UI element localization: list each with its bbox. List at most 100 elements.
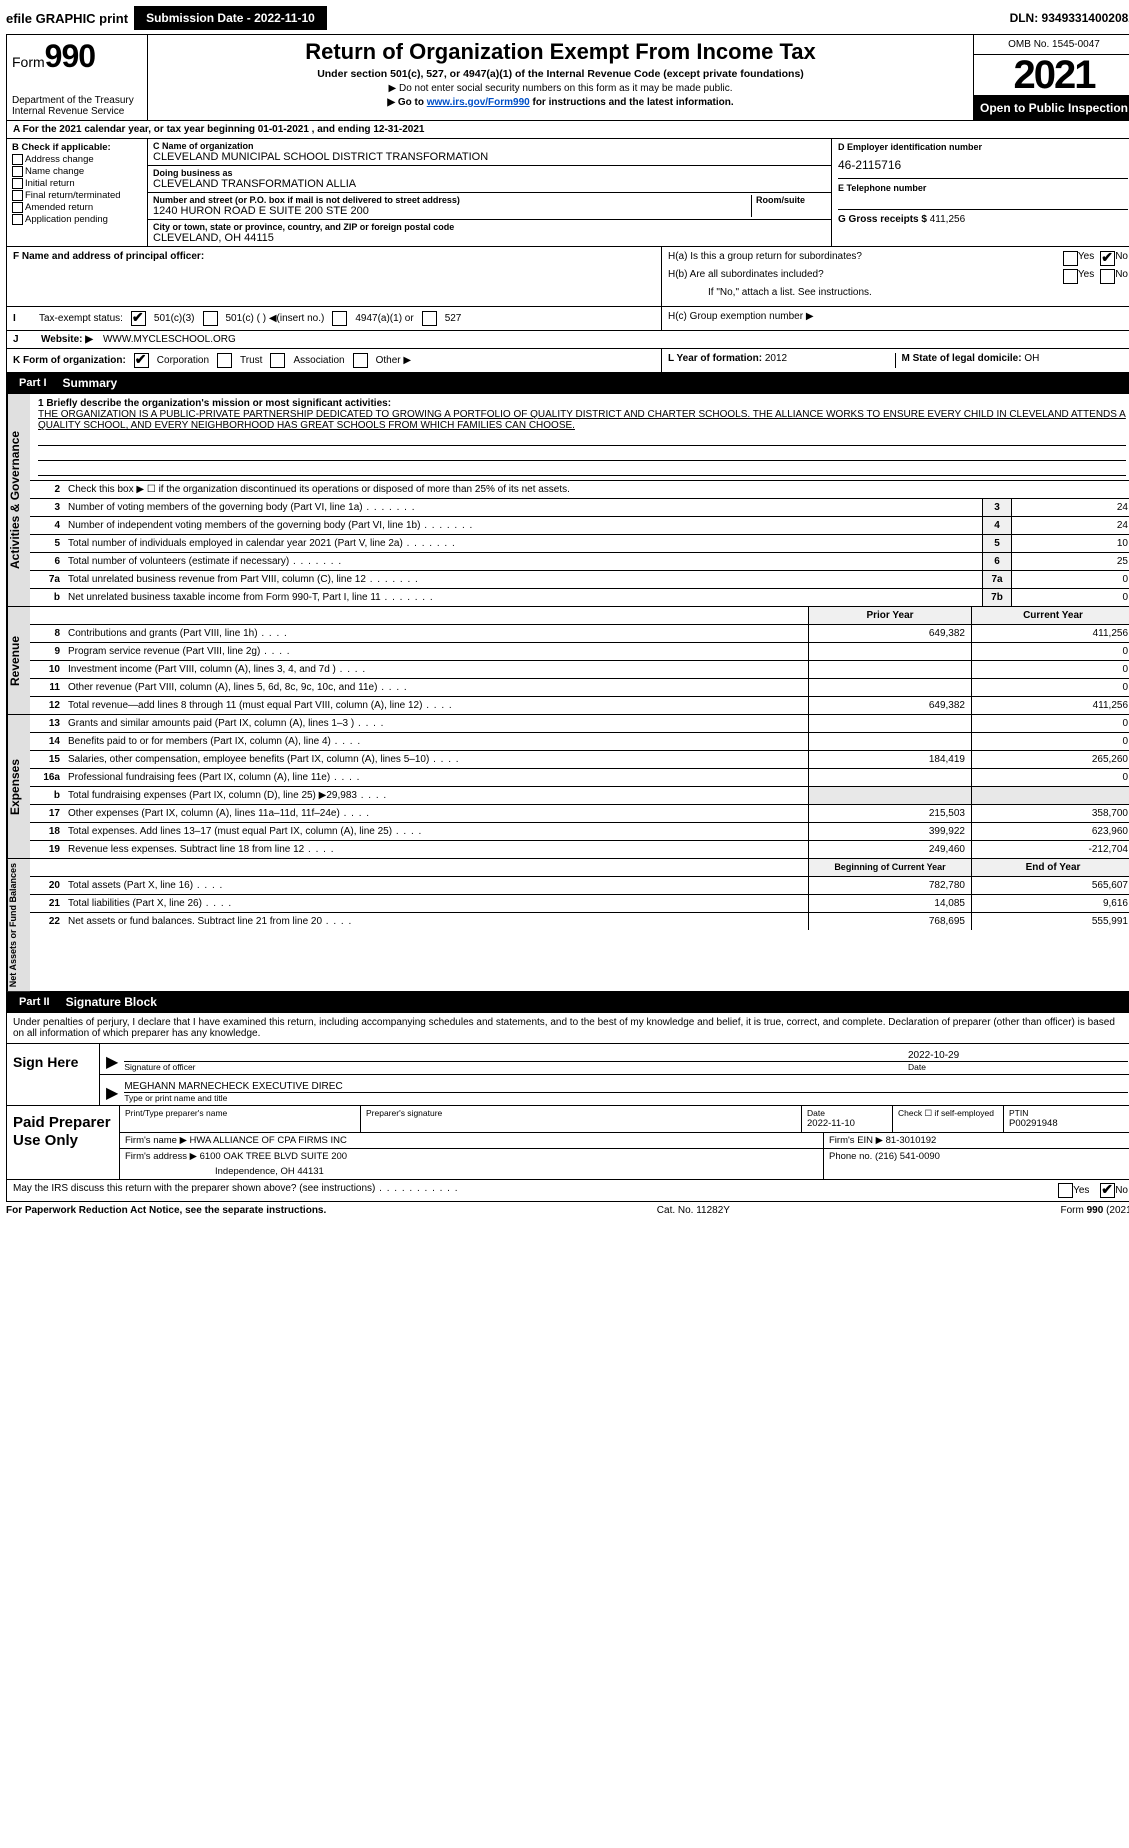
- line-num: 7a: [30, 571, 64, 588]
- current-value: [971, 787, 1129, 804]
- room-label: Room/suite: [756, 195, 826, 205]
- discuss-no[interactable]: [1100, 1183, 1115, 1198]
- line-value: 25: [1011, 553, 1129, 570]
- line-box: 5: [982, 535, 1011, 552]
- submission-date-button[interactable]: Submission Date - 2022-11-10: [134, 6, 327, 30]
- chk-final-return[interactable]: Final return/terminated: [12, 190, 142, 201]
- current-value: 0: [971, 679, 1129, 696]
- box-k-label: K Form of organization:: [13, 355, 126, 366]
- org-name-label: C Name of organization: [153, 141, 826, 151]
- ha-no[interactable]: [1100, 251, 1115, 266]
- prior-value: [808, 769, 971, 786]
- line-text: Revenue less expenses. Subtract line 18 …: [64, 841, 808, 858]
- tax-year: 2021: [974, 55, 1129, 96]
- addr-value: 1240 HURON ROAD E SUITE 200 STE 200: [153, 205, 747, 217]
- vtab-expenses: Expenses: [7, 715, 30, 858]
- current-value: 358,700: [971, 805, 1129, 822]
- line-num: 10: [30, 661, 64, 678]
- omb-label: OMB No. 1545-0047: [974, 35, 1129, 55]
- col-end-year: End of Year: [971, 859, 1129, 876]
- current-value: 265,260: [971, 751, 1129, 768]
- h-a-label: H(a) Is this a group return for subordin…: [668, 251, 1063, 266]
- chk-501c3[interactable]: [131, 311, 146, 326]
- line-num: 3: [30, 499, 64, 516]
- current-value: 0: [971, 715, 1129, 732]
- paperwork-notice: For Paperwork Reduction Act Notice, see …: [6, 1205, 326, 1216]
- vtab-governance: Activities & Governance: [7, 394, 30, 606]
- line-text: Other expenses (Part IX, column (A), lin…: [64, 805, 808, 822]
- prior-value: 14,085: [808, 895, 971, 912]
- chk-527[interactable]: [422, 311, 437, 326]
- prior-value: [808, 643, 971, 660]
- current-value: 411,256: [971, 625, 1129, 642]
- firm-name-value: HWA ALLIANCE OF CPA FIRMS INC: [190, 1135, 347, 1146]
- line-text: Program service revenue (Part VIII, line…: [64, 643, 808, 660]
- chk-4947[interactable]: [332, 311, 347, 326]
- chk-name-change[interactable]: Name change: [12, 166, 142, 177]
- officer-name-label: Type or print name and title: [124, 1093, 1128, 1103]
- chk-assoc[interactable]: [270, 353, 285, 368]
- prior-value: [808, 661, 971, 678]
- line-text: Contributions and grants (Part VIII, lin…: [64, 625, 808, 642]
- firm-addr-label: Firm's address ▶: [125, 1151, 197, 1162]
- current-value: 0: [971, 769, 1129, 786]
- form-title: Return of Organization Exempt From Incom…: [156, 39, 965, 65]
- line-box: 3: [982, 499, 1011, 516]
- part1-title: Summary: [63, 376, 118, 390]
- ha-yes[interactable]: [1063, 251, 1078, 266]
- form-container: Form990 Department of the Treasury Inter…: [6, 34, 1129, 1202]
- phone-label: E Telephone number: [838, 183, 1128, 193]
- chk-address-change[interactable]: Address change: [12, 154, 142, 165]
- firm-phone-label: Phone no.: [829, 1151, 872, 1162]
- city-value: Cleveland, OH 44115: [153, 232, 826, 244]
- dba-value: CLEVELAND TRANSFORMATION ALLIA: [153, 178, 826, 190]
- line-num: 13: [30, 715, 64, 732]
- line-text: Salaries, other compensation, employee b…: [64, 751, 808, 768]
- line-num: 21: [30, 895, 64, 912]
- year-formation-value: 2012: [765, 353, 787, 364]
- prior-value: [808, 787, 971, 804]
- ptin-label: PTIN: [1009, 1108, 1129, 1118]
- line-value: 0: [1011, 589, 1129, 606]
- line-text: Total assets (Part X, line 16): [64, 877, 808, 894]
- tax-exempt-label: Tax-exempt status:: [39, 313, 123, 324]
- col-current-year: Current Year: [971, 607, 1129, 624]
- row-a-period: A For the 2021 calendar year, or tax yea…: [7, 121, 1129, 139]
- chk-other[interactable]: [353, 353, 368, 368]
- irs-link[interactable]: www.irs.gov/Form990: [427, 97, 530, 108]
- dln-label: DLN: 93493314002082: [1010, 11, 1129, 25]
- current-value: 623,960: [971, 823, 1129, 840]
- arrow-icon: ▶: [106, 1052, 118, 1072]
- chk-501c[interactable]: [203, 311, 218, 326]
- prior-value: 249,460: [808, 841, 971, 858]
- line-num: b: [30, 787, 64, 804]
- ptin-value: P00291948: [1009, 1118, 1129, 1129]
- current-value: 0: [971, 661, 1129, 678]
- firm-phone-value: (216) 541-0090: [875, 1151, 940, 1162]
- sig-disclaimer: Under penalties of perjury, I declare th…: [7, 1013, 1129, 1044]
- prior-value: 649,382: [808, 697, 971, 714]
- current-value: 555,991: [971, 913, 1129, 930]
- line-num: 22: [30, 913, 64, 930]
- chk-trust[interactable]: [217, 353, 232, 368]
- prior-value: 184,419: [808, 751, 971, 768]
- prior-value: 399,922: [808, 823, 971, 840]
- line-num: 16a: [30, 769, 64, 786]
- discuss-yes[interactable]: [1058, 1183, 1073, 1198]
- open-public-badge: Open to Public Inspection: [974, 96, 1129, 120]
- hb-no[interactable]: [1100, 269, 1115, 284]
- line-text: Benefits paid to or for members (Part IX…: [64, 733, 808, 750]
- chk-initial-return[interactable]: Initial return: [12, 178, 142, 189]
- form-footer: Form 990 (2021): [1061, 1205, 1129, 1216]
- mission-text: THE ORGANIZATION IS A PUBLIC-PRIVATE PAR…: [38, 409, 1126, 431]
- ein-value: 46-2115716: [838, 158, 1128, 172]
- line-text: Total revenue—add lines 8 through 11 (mu…: [64, 697, 808, 714]
- chk-corp[interactable]: [134, 353, 149, 368]
- gross-receipts-label: G Gross receipts $: [838, 214, 927, 225]
- chk-amended[interactable]: Amended return: [12, 202, 142, 213]
- paid-preparer-label: Paid Preparer Use Only: [7, 1106, 120, 1179]
- line-num: 8: [30, 625, 64, 642]
- hb-yes[interactable]: [1063, 269, 1078, 284]
- chk-application-pending[interactable]: Application pending: [12, 214, 142, 225]
- mission-q: 1 Briefly describe the organization's mi…: [38, 398, 391, 409]
